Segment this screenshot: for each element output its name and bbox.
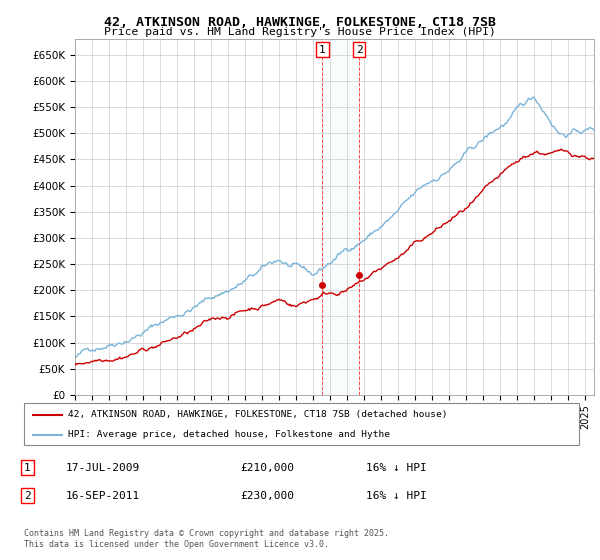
Text: Price paid vs. HM Land Registry's House Price Index (HPI): Price paid vs. HM Land Registry's House … bbox=[104, 27, 496, 37]
Text: £210,000: £210,000 bbox=[240, 463, 294, 473]
Text: 16% ↓ HPI: 16% ↓ HPI bbox=[366, 463, 427, 473]
Text: 16-SEP-2011: 16-SEP-2011 bbox=[66, 491, 140, 501]
Text: 42, ATKINSON ROAD, HAWKINGE, FOLKESTONE, CT18 7SB: 42, ATKINSON ROAD, HAWKINGE, FOLKESTONE,… bbox=[104, 16, 496, 29]
Text: Contains HM Land Registry data © Crown copyright and database right 2025.
This d: Contains HM Land Registry data © Crown c… bbox=[24, 529, 389, 549]
Text: 16% ↓ HPI: 16% ↓ HPI bbox=[366, 491, 427, 501]
Text: 42, ATKINSON ROAD, HAWKINGE, FOLKESTONE, CT18 7SB (detached house): 42, ATKINSON ROAD, HAWKINGE, FOLKESTONE,… bbox=[68, 410, 448, 419]
FancyBboxPatch shape bbox=[24, 403, 579, 445]
Text: HPI: Average price, detached house, Folkestone and Hythe: HPI: Average price, detached house, Folk… bbox=[68, 430, 391, 439]
Text: 1: 1 bbox=[24, 463, 31, 473]
Text: £230,000: £230,000 bbox=[240, 491, 294, 501]
Text: 2: 2 bbox=[356, 45, 363, 54]
Text: 1: 1 bbox=[319, 45, 326, 54]
Bar bbox=[322, 39, 359, 395]
Text: 17-JUL-2009: 17-JUL-2009 bbox=[66, 463, 140, 473]
Text: 2: 2 bbox=[24, 491, 31, 501]
